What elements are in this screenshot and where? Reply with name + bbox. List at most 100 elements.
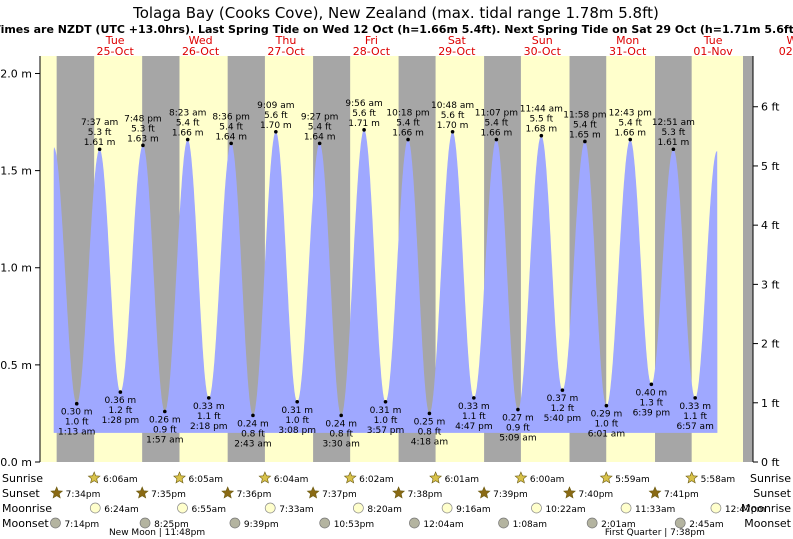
row-label-right: Moonrise <box>741 502 791 515</box>
day-name: Sat <box>448 34 467 47</box>
day-name: Thu <box>275 34 297 47</box>
sunset-time: 7:41pm <box>664 490 699 500</box>
day-date: 30-Oct <box>524 45 562 58</box>
high-tide-metres: 1.61 m <box>658 138 690 148</box>
row-label-left: Sunrise <box>2 472 43 485</box>
moonrise-time: 12:47pm <box>725 505 765 515</box>
high-tide-feet: 5.4 ft <box>396 119 420 129</box>
moonrise-time: 10:22am <box>545 505 585 515</box>
sunrise-icon <box>429 471 443 484</box>
day-name: Tue <box>105 34 125 47</box>
low-tide-point <box>604 403 609 408</box>
sunset-icon <box>648 486 662 499</box>
sunrise-icon <box>258 471 272 484</box>
moonset-time: 1:08am <box>513 520 548 530</box>
low-tide-point <box>472 396 476 400</box>
high-tide-metres: 1.64 m <box>215 132 247 142</box>
high-tide-metres: 1.64 m <box>304 132 336 142</box>
sunset-time: 7:34pm <box>66 490 101 500</box>
high-tide-time: 9:56 am <box>345 99 382 109</box>
moonrise-time: 9:16am <box>456 505 491 515</box>
day-name: Sun <box>532 34 553 47</box>
row-label-right: Sunrise <box>750 472 791 485</box>
moonset-time: 2:01am <box>601 520 636 530</box>
high-tide-metres: 1.71 m <box>348 119 380 129</box>
high-tide-time: 11:58 pm <box>563 110 606 120</box>
left-tick-label: 1.5 m <box>0 165 32 178</box>
low-tide-metres: 0.24 m <box>237 419 269 429</box>
moonset-icon <box>139 517 151 529</box>
moonrise-icon <box>710 502 722 514</box>
sunset-icon <box>135 486 149 499</box>
moonrise-icon <box>353 502 364 514</box>
moonrise-time: 8:20am <box>367 505 402 515</box>
moonset-time: 7:14pm <box>64 520 99 530</box>
moonrise-time: 6:24am <box>104 505 139 515</box>
sunrise-icon <box>343 471 357 484</box>
day-name: Tue <box>703 34 723 47</box>
sunset-icon <box>50 486 64 499</box>
low-tide-feet: 1.2 ft <box>551 404 575 414</box>
low-tide-point <box>649 382 654 387</box>
high-tide-point <box>229 141 233 146</box>
low-tide-feet: 1.0 ft <box>374 416 398 426</box>
sunset-icon <box>221 486 235 499</box>
low-tide-metres: 0.26 m <box>149 415 181 425</box>
low-tide-feet: 1.0 ft <box>595 420 619 430</box>
low-tide-time: 6:01 am <box>588 430 625 440</box>
low-tide-time: 5:09 am <box>499 434 536 444</box>
high-tide-time: 7:37 am <box>81 118 118 128</box>
left-tick-label: 0.5 m <box>0 359 32 372</box>
sunrise-time: 6:05am <box>188 475 223 485</box>
sunrise-time: 6:04am <box>274 475 309 485</box>
low-tide-feet: 0.9 ft <box>153 425 177 435</box>
moonset-icon <box>409 517 420 529</box>
low-tide-time: 6:57 am <box>676 422 713 432</box>
high-tide-time: 9:09 am <box>257 101 294 111</box>
moon-phase-note: New Moon | 11:48pm <box>109 528 205 538</box>
moonset-icon <box>50 517 61 529</box>
sunrise-icon <box>514 471 528 484</box>
low-tide-point <box>516 407 520 412</box>
moonrise-icon <box>177 502 188 514</box>
high-tide-feet: 5.3 ft <box>662 128 686 138</box>
moonrise-time: 11:33am <box>635 505 675 515</box>
low-tide-metres: 0.25 m <box>414 417 446 427</box>
sunrise-time: 6:00am <box>530 475 565 485</box>
day-date: 29-Oct <box>438 45 476 58</box>
sunset-icon <box>306 486 320 499</box>
high-tide-time: 8:23 am <box>169 109 206 119</box>
high-tide-point <box>450 129 455 134</box>
low-tide-feet: 1.1 ft <box>683 412 707 422</box>
sunset-time: 7:38pm <box>408 490 443 500</box>
low-tide-time: 1:57 am <box>146 435 183 445</box>
high-tide-feet: 5.5 ft <box>529 115 553 125</box>
moonset-time: 9:39pm <box>244 520 279 530</box>
high-tide-point <box>362 128 366 132</box>
low-tide-metres: 0.27 m <box>502 414 534 424</box>
low-tide-metres: 0.24 m <box>325 419 357 429</box>
high-tide-point <box>317 141 322 146</box>
high-tide-feet: 5.4 ft <box>219 122 243 132</box>
high-tide-time: 10:48 am <box>431 101 474 111</box>
moonrise-icon <box>89 502 101 514</box>
moonrise-time: 6:55am <box>191 505 226 515</box>
high-tide-time: 11:07 pm <box>475 109 518 119</box>
high-tide-time: 12:43 pm <box>609 109 652 119</box>
low-tide-point <box>693 396 697 400</box>
high-tide-metres: 1.66 m <box>614 129 646 139</box>
high-tide-feet: 5.4 ft <box>573 120 597 130</box>
day-date: 01-Nov <box>693 45 733 58</box>
low-tide-metres: 0.31 m <box>281 406 313 416</box>
moonset-time: 2:45am <box>689 520 724 530</box>
high-tide-point <box>185 137 190 142</box>
day-labels: Tue25-OctWed26-OctThu27-OctFri28-OctSat2… <box>97 34 793 58</box>
day-name: Wed <box>787 34 793 47</box>
sunrise-time: 6:02am <box>359 475 394 485</box>
high-tide-feet: 5.4 ft <box>618 119 642 129</box>
low-tide-point <box>251 413 255 418</box>
low-tide-metres: 0.30 m <box>61 408 93 418</box>
high-tide-metres: 1.66 m <box>392 129 424 139</box>
high-tide-feet: 5.6 ft <box>441 111 465 121</box>
